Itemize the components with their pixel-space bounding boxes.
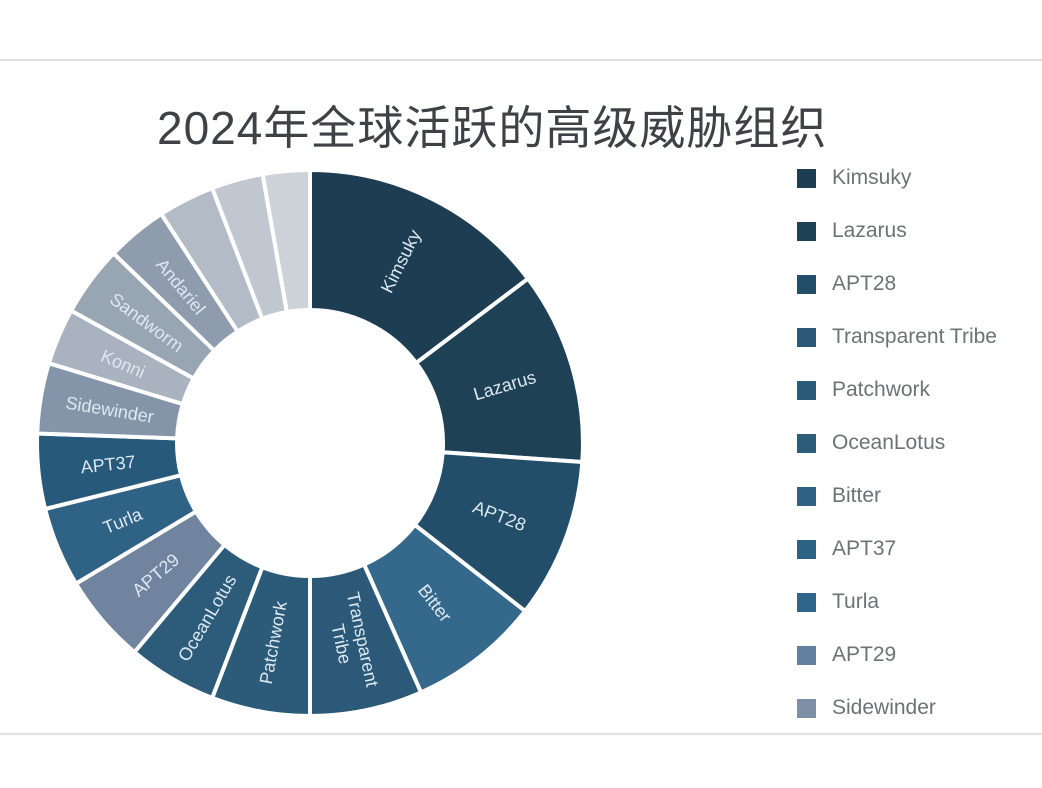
top-divider: [0, 59, 1042, 61]
legend-label: Lazarus: [832, 219, 907, 242]
legend-item[interactable]: APT29: [797, 643, 897, 666]
legend-item[interactable]: Lazarus: [797, 219, 907, 242]
legend-swatch: [797, 221, 816, 241]
legend-swatch: [797, 168, 816, 188]
legend-item[interactable]: Patchwork: [797, 378, 931, 401]
legend-swatch: [797, 380, 816, 400]
legend-swatch: [797, 433, 816, 453]
legend-swatch: [797, 274, 816, 294]
legend-label: Bitter: [832, 484, 882, 507]
legend-label: OceanLotus: [832, 431, 946, 454]
legend-label: APT28: [832, 272, 897, 295]
legend-swatch: [797, 539, 816, 559]
legend-swatch: [797, 592, 816, 612]
legend-item[interactable]: Transparent Tribe: [797, 325, 997, 348]
legend-label: APT37: [832, 537, 897, 560]
legend-item[interactable]: Turla: [797, 590, 880, 613]
legend-swatch: [797, 645, 816, 665]
donut-slice[interactable]: [308, 168, 530, 365]
legend-item[interactable]: Sidewinder: [797, 696, 936, 719]
legend-item[interactable]: Kimsuky: [797, 166, 912, 189]
legend-swatch: [797, 327, 816, 347]
legend-swatch: [797, 486, 816, 506]
legend-label: Turla: [832, 590, 880, 613]
legend-label: Kimsuky: [832, 166, 912, 189]
chart-title: 2024年全球活跃的高级威胁组织: [157, 102, 828, 154]
legend-label: Sidewinder: [832, 696, 936, 719]
legend-item[interactable]: OceanLotus: [797, 431, 946, 454]
legend-label: APT29: [832, 643, 897, 666]
donut-slice[interactable]: [414, 276, 585, 464]
legend-item[interactable]: Bitter: [797, 484, 882, 507]
legend-item[interactable]: APT37: [797, 537, 897, 560]
legend-item[interactable]: APT28: [797, 272, 897, 295]
legend-label: Transparent Tribe: [832, 325, 997, 348]
legend-swatch: [797, 698, 816, 718]
legend-label: Patchwork: [832, 378, 931, 401]
bottom-divider: [0, 733, 1042, 735]
donut-slice[interactable]: [260, 167, 312, 314]
